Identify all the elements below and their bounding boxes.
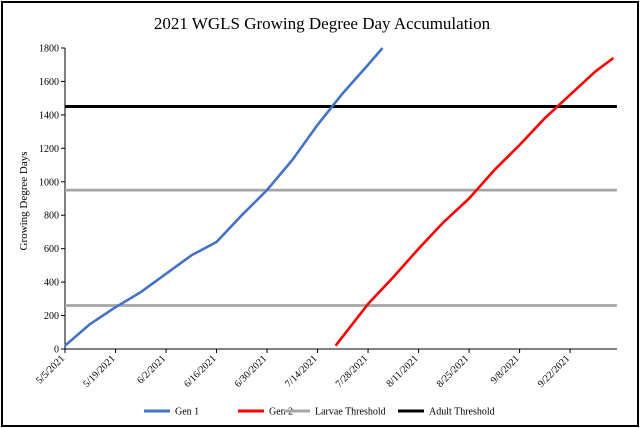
legend-label-gen-2: Gen 2 (269, 407, 293, 418)
x-tick-label: 9/22/2021 (536, 353, 572, 389)
y-axis-label: Growing Degree Days (18, 152, 30, 251)
x-tick-label: 5/5/2021 (34, 353, 67, 386)
x-tick-label: 9/8/2021 (489, 353, 522, 386)
y-tick-label: 200 (44, 311, 59, 322)
x-tick-label: 8/11/2021 (384, 353, 420, 389)
x-tick-label: 8/25/2021 (435, 353, 471, 389)
y-tick-label: 1800 (39, 44, 59, 55)
x-tick-label: 6/16/2021 (182, 353, 218, 389)
gen-1-series-line (64, 47, 384, 347)
y-tick-label: 400 (44, 278, 59, 289)
x-tick-label: 7/28/2021 (334, 353, 370, 389)
legend-label-larvae-threshold: Larvae Threshold (315, 407, 386, 418)
y-tick-label: 1600 (39, 77, 59, 88)
chart-svg: 2021 WGLS Growing Degree Day Accumulatio… (18, 14, 617, 418)
y-tick-label: 0 (54, 345, 59, 356)
gen-2-series-line (334, 56, 615, 347)
y-tick-label: 1000 (39, 177, 59, 188)
plot-area: 0 200 400 600 800 1000 1200 1400 1600 1800 5/5/202… (34, 44, 617, 390)
legend: Gen 1 Gen 2 Larvae Threshold Adult Threshol… (144, 407, 495, 418)
x-tick-label: 5/19/2021 (81, 353, 117, 389)
y-tick-label: 800 (44, 211, 59, 222)
y-tick-label: 1400 (39, 110, 59, 121)
chart-title: 2021 WGLS Growing Degree Day Accumulatio… (154, 14, 491, 33)
y-tick-label: 600 (44, 244, 59, 255)
y-tick-label: 1200 (39, 144, 59, 155)
legend-label-adult-threshold: Adult Threshold (429, 407, 495, 418)
x-tick-label: 6/30/2021 (233, 353, 269, 389)
x-tick-label: 7/14/2021 (283, 353, 319, 389)
x-tick-label: 6/2/2021 (135, 353, 168, 386)
legend-label-gen-1: Gen 1 (175, 407, 199, 418)
